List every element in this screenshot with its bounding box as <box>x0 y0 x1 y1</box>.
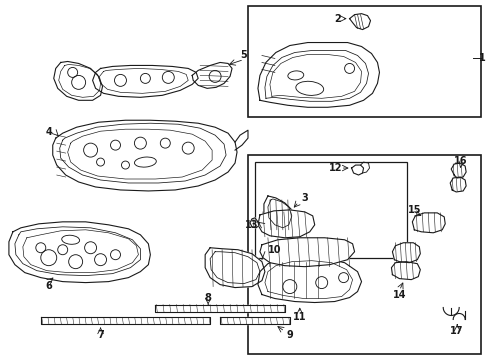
Polygon shape <box>53 120 237 191</box>
Text: 17: 17 <box>449 327 463 336</box>
Polygon shape <box>411 213 444 233</box>
Polygon shape <box>258 210 314 238</box>
Text: 11: 11 <box>292 312 306 323</box>
Polygon shape <box>264 196 294 232</box>
Text: 1: 1 <box>478 54 485 63</box>
Polygon shape <box>258 258 361 302</box>
Polygon shape <box>41 318 210 324</box>
Polygon shape <box>392 243 420 263</box>
Bar <box>247 6 480 117</box>
Text: 9: 9 <box>286 330 293 341</box>
Text: 14: 14 <box>392 289 406 300</box>
Text: 7: 7 <box>97 330 104 341</box>
Polygon shape <box>54 62 102 100</box>
Polygon shape <box>9 222 150 283</box>
Bar <box>254 162 407 258</box>
Text: 5: 5 <box>240 50 247 60</box>
Text: 2: 2 <box>334 14 340 24</box>
Polygon shape <box>449 177 465 192</box>
Polygon shape <box>390 262 420 280</box>
Polygon shape <box>220 318 289 324</box>
Text: 10: 10 <box>267 245 281 255</box>
Text: 4: 4 <box>46 127 53 137</box>
Text: 16: 16 <box>453 156 467 166</box>
Polygon shape <box>450 163 465 178</box>
Text: 3: 3 <box>301 193 308 203</box>
Text: 15: 15 <box>407 205 420 215</box>
Polygon shape <box>258 42 379 107</box>
Polygon shape <box>260 238 354 267</box>
Polygon shape <box>155 305 285 312</box>
Polygon shape <box>249 218 259 228</box>
Polygon shape <box>349 14 370 30</box>
Polygon shape <box>192 62 232 88</box>
Text: 8: 8 <box>204 293 211 302</box>
Text: 13: 13 <box>244 220 258 230</box>
Polygon shape <box>351 165 363 175</box>
Bar <box>247 155 480 354</box>
Polygon shape <box>205 248 264 288</box>
Text: 12: 12 <box>328 163 342 173</box>
Text: 6: 6 <box>45 280 52 291</box>
Polygon shape <box>92 66 198 97</box>
